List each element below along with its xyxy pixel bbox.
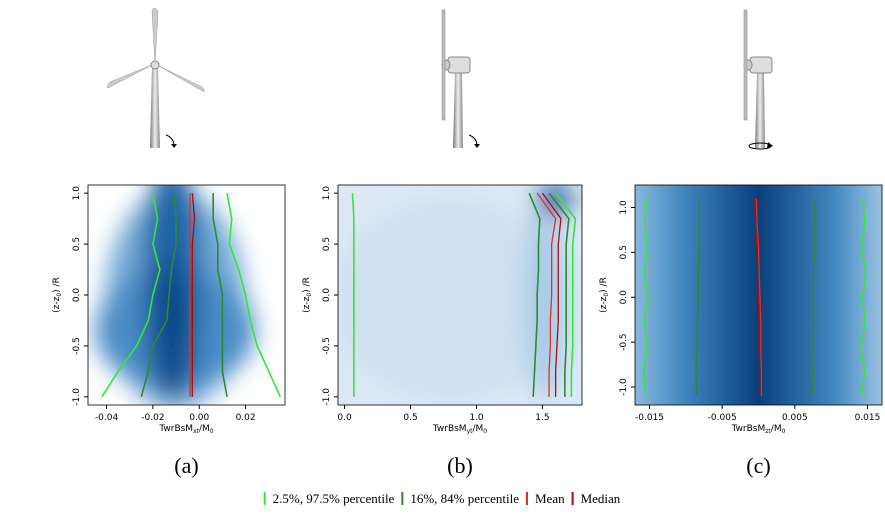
percentile-line — [226, 193, 282, 398]
legend-swatch — [263, 492, 266, 505]
x-label-part: 0 — [483, 428, 487, 435]
x-tick-label: -0.04 — [95, 413, 119, 423]
percentile-line — [536, 192, 557, 397]
percentile-line — [191, 193, 196, 397]
percentile-line — [754, 198, 761, 397]
percentile-line — [755, 198, 763, 397]
panel-caption: (c) — [746, 453, 770, 478]
y-label-part: 0 — [603, 293, 610, 297]
x-tick-label: 0.015 — [855, 413, 881, 423]
x-label-part: /M — [771, 424, 782, 434]
y-tick-label: -0.5 — [619, 333, 629, 351]
x-tick-label: 0.005 — [782, 413, 808, 423]
legend-swatch — [525, 492, 528, 505]
legend-swatch — [401, 492, 404, 505]
y-tick-label: 0.0 — [322, 288, 332, 303]
percentile-line — [140, 193, 177, 398]
x-label-part: /M — [472, 424, 483, 434]
legend-label: 16%, 84% percentile — [410, 491, 519, 506]
panel-caption: (a) — [174, 453, 198, 478]
x-label-part: TwrBsM — [731, 424, 766, 434]
x-label-part: /M — [199, 424, 210, 434]
y-tick-label: -0.5 — [72, 337, 82, 355]
percentile-line — [101, 193, 161, 398]
x-tick-label: -0.02 — [141, 413, 164, 423]
x-label-part: 0 — [210, 428, 214, 435]
turbine-side — [441, 9, 480, 148]
turbine-front — [107, 7, 205, 148]
x-label-part: zt — [765, 428, 771, 435]
y-tick-label: 1.0 — [72, 186, 82, 201]
y-tick-label: -1.0 — [619, 378, 629, 396]
y-tick-label: -0.5 — [322, 337, 332, 355]
y-label-part: 0 — [306, 293, 313, 297]
y-label-part: (z-z — [302, 296, 312, 312]
legend-label: Mean — [535, 491, 565, 506]
y-tick-label: -1.0 — [322, 388, 332, 406]
x-axis-label: TwrBsMxt/M0 — [158, 424, 213, 435]
y-tick-label: 1.0 — [619, 200, 629, 215]
percentile-line — [695, 198, 701, 397]
density-b — [338, 185, 582, 405]
y-label-part: ) /R — [599, 277, 609, 293]
percentile-line — [541, 192, 562, 397]
x-tick-label: 0.0 — [337, 413, 352, 423]
legend: 2.5%, 97.5% percentile 16%, 84% percentil… — [263, 491, 621, 506]
x-label-part: xt — [193, 428, 200, 435]
x-label-part: 0 — [782, 428, 786, 435]
y-label-part: ) /R — [302, 277, 312, 293]
y-tick-label: 0.5 — [72, 237, 82, 251]
y-tick-label: 0.0 — [619, 290, 629, 305]
legend-label: Median — [581, 491, 621, 506]
percentile-line — [528, 192, 541, 397]
plot-frame — [634, 184, 883, 406]
x-label-part: TwrBsM — [432, 424, 467, 434]
percentile-line — [548, 192, 570, 397]
y-axis-label: (z-z0) /R — [599, 277, 610, 313]
y-axis-label: (z-z0) /R — [52, 277, 63, 313]
x-tick-label: -0.005 — [708, 413, 737, 423]
y-label-part: (z-z — [52, 296, 62, 312]
percentile-line — [642, 198, 649, 397]
x-label-part: yt — [467, 428, 474, 435]
y-tick-label: -1.0 — [72, 388, 82, 406]
x-tick-label: 0.02 — [236, 413, 256, 423]
percentile-line — [212, 193, 228, 397]
x-tick-label: 0.00 — [189, 413, 209, 423]
percentile-line — [860, 198, 867, 397]
x-tick-label: 0.5 — [403, 413, 417, 423]
y-axis-label: (z-z0) /R — [302, 277, 313, 313]
turbine-side-yaw — [743, 9, 773, 150]
y-label-part: 0 — [56, 293, 63, 297]
y-tick-label: 0.0 — [72, 288, 82, 303]
panel-caption: (b) — [447, 453, 473, 478]
density-a — [88, 185, 285, 405]
x-label-part: TwrBsM — [158, 424, 193, 434]
x-tick-label: 1.5 — [535, 413, 549, 423]
percentile-line — [351, 193, 355, 397]
legend-label: 2.5%, 97.5% percentile — [273, 491, 395, 506]
percentile-line — [811, 198, 816, 397]
percentile-line — [554, 192, 577, 397]
x-axis-label: TwrBsMzt/M0 — [731, 424, 786, 435]
x-tick-label: 1.0 — [469, 413, 484, 423]
y-label-part: ) /R — [52, 277, 62, 293]
y-tick-label: 0.5 — [619, 245, 629, 259]
y-tick-label: 1.0 — [322, 186, 332, 201]
y-tick-label: 0.5 — [322, 237, 332, 251]
x-axis-label: TwrBsMyt/M0 — [432, 424, 487, 435]
legend-swatch — [571, 492, 574, 505]
y-label-part: (z-z — [599, 296, 609, 312]
x-tick-label: -0.015 — [635, 413, 664, 423]
